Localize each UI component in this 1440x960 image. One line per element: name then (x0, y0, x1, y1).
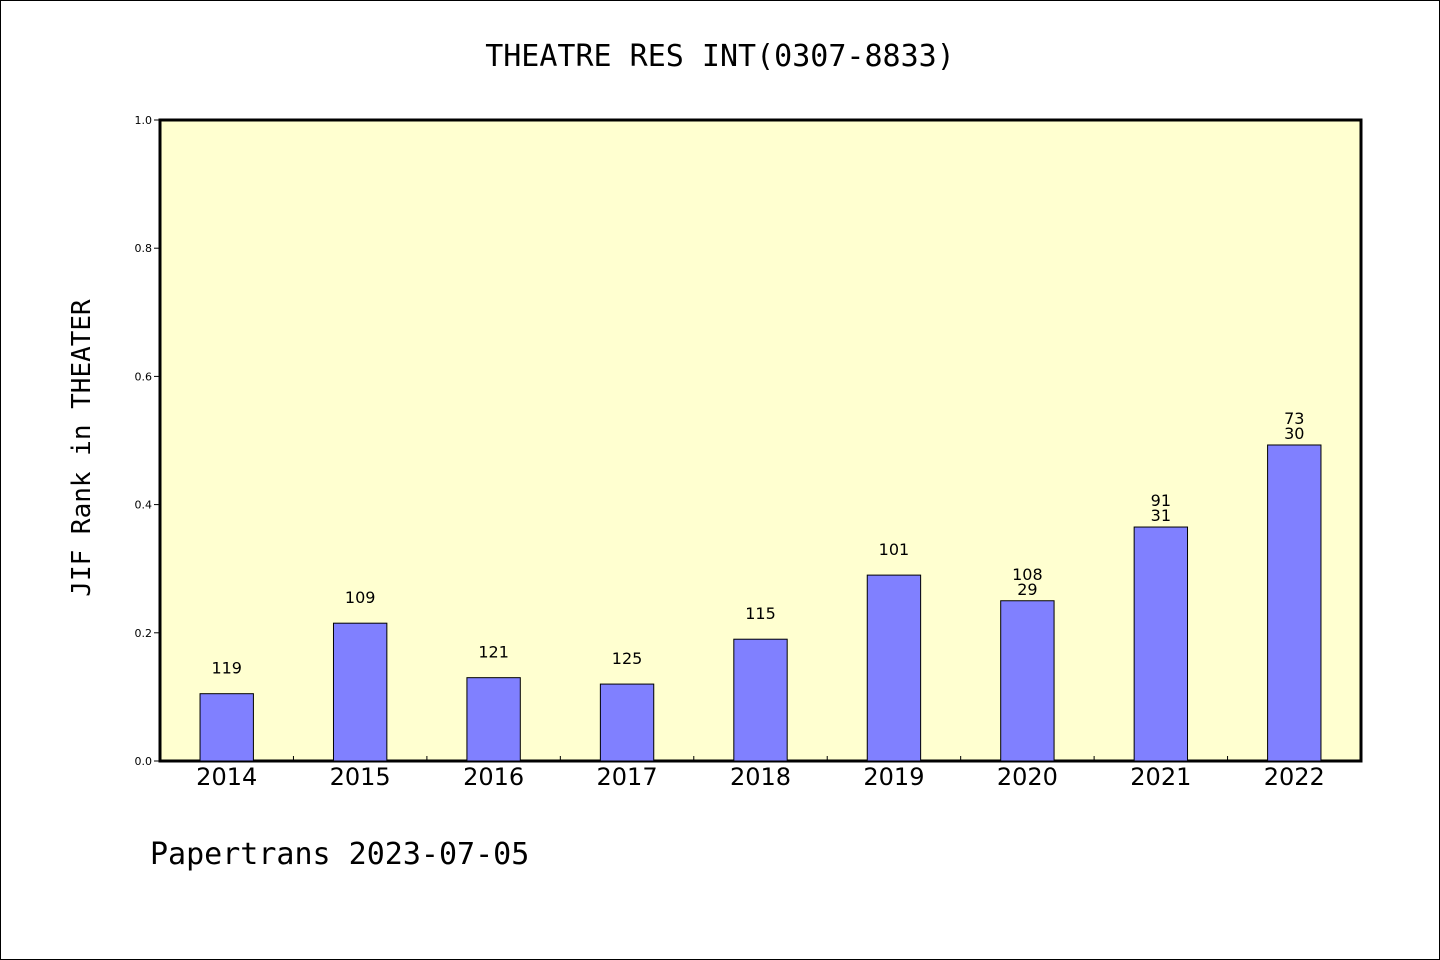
bar-2017 (599, 683, 655, 762)
x-tick-label: 2017 (597, 763, 658, 791)
bar-2022 (1267, 444, 1322, 762)
data-label: 109 (345, 588, 376, 607)
bar-2019 (866, 574, 922, 762)
y-tick-label: 0.2 (135, 627, 153, 640)
y-tick-label: 0.6 (135, 370, 153, 383)
data-label: 121 (478, 643, 509, 662)
data-label: 91 (1151, 491, 1171, 510)
data-label: 30 (1284, 424, 1304, 443)
x-tick-label: 2016 (463, 763, 524, 791)
bar-2016 (466, 677, 521, 762)
bar-2021 (1133, 526, 1189, 762)
y-tick-label: 1.0 (135, 114, 153, 127)
data-label: 115 (745, 604, 776, 623)
y-tick-label: 0.0 (135, 755, 153, 768)
bar-2020 (1000, 600, 1055, 762)
data-label: 73 (1284, 409, 1304, 428)
x-axis: 2014 2015 2016 2017 2018 2019 2020 2021 2022 (196, 756, 1325, 791)
data-label: 108 (1012, 565, 1043, 584)
x-tick-label: 2018 (730, 763, 791, 791)
y-axis: 0.0 0.2 0.4 0.6 0.8 1.0 (135, 114, 160, 768)
x-tick-label: 2019 (863, 763, 924, 791)
x-tick-label: 2022 (1264, 763, 1325, 791)
data-label: 119 (211, 659, 242, 678)
data-label: 29 (1017, 580, 1037, 599)
y-tick-label: 0.4 (135, 499, 153, 512)
bar-2014 (199, 693, 254, 762)
bar-2018 (733, 638, 788, 762)
data-label: 31 (1151, 506, 1171, 525)
x-tick-label: 2014 (196, 763, 257, 791)
footer-credit: Papertrans 2023-07-05 (150, 837, 529, 872)
y-tick-label: 0.8 (135, 242, 153, 255)
x-tick-label: 2015 (330, 763, 391, 791)
bar-2015 (332, 622, 388, 762)
data-label: 101 (879, 540, 910, 559)
data-label: 125 (612, 649, 643, 668)
chart-title: THEATRE RES INT(0307-8833) (485, 39, 955, 74)
x-tick-label: 2021 (1130, 763, 1191, 791)
x-tick-label: 2020 (997, 763, 1058, 791)
y-axis-label: JIF Rank in THEATER (67, 299, 97, 597)
